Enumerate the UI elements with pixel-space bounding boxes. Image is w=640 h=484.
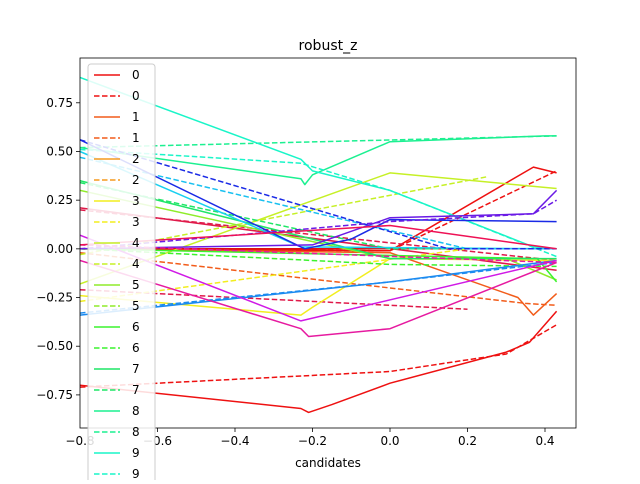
series-line-1	[80, 324, 557, 388]
y-tick-label: 0.00	[46, 242, 73, 256]
legend-label: 3	[132, 194, 140, 208]
legend-label: 1	[132, 110, 140, 124]
y-tick-label: −0.75	[36, 388, 73, 402]
legend-label: 5	[132, 299, 140, 313]
legend-label: 2	[132, 173, 140, 187]
legend-label: 6	[132, 341, 140, 355]
series-line-29	[80, 189, 558, 250]
legend-label: 9	[132, 467, 140, 480]
x-tick-label: 0.4	[535, 434, 554, 448]
series-line-17	[80, 179, 557, 260]
series-line-22	[80, 148, 557, 258]
y-axis: −0.75 −0.50 −0.25 0.00 0.25 0.50 0.75	[36, 96, 80, 402]
x-axis: −0.6 −0.4 −0.2 0.0 0.2 0.4−0.8	[65, 428, 555, 448]
legend-label: 9	[132, 446, 140, 460]
plot-frame	[79, 57, 577, 429]
legend-label: 2	[132, 152, 140, 166]
series-line-0	[80, 310, 558, 414]
legend-label: 1	[132, 131, 140, 145]
legend-label: 0	[132, 68, 140, 82]
x-tick-label: −0.2	[298, 434, 327, 448]
legend-label: 7	[132, 362, 140, 376]
legend-label: 8	[132, 404, 140, 418]
x-tick-label: 0.2	[458, 434, 477, 448]
series-line-27	[80, 139, 557, 250]
legend-label: 5	[132, 278, 140, 292]
series-line-32	[80, 259, 557, 338]
legend-label: 3	[132, 215, 140, 229]
series-line-33	[80, 244, 557, 264]
legend-box	[87, 63, 156, 484]
series-line-28	[80, 139, 557, 250]
legend-label: 6	[132, 320, 140, 334]
y-tick-label: −0.50	[36, 339, 73, 353]
series-line-16	[80, 248, 557, 268]
x-tick-label: −0.4	[220, 434, 249, 448]
series-line-4	[80, 248, 558, 316]
series-line-3	[80, 170, 557, 252]
legend-label: 8	[132, 425, 140, 439]
series-line-21	[80, 76, 557, 250]
chart-title: robust_z	[299, 38, 358, 54]
x-tick-label: −0.8	[65, 434, 94, 448]
legend-label: 4	[132, 236, 140, 250]
x-axis-label: candidates	[295, 456, 361, 470]
series-line-20	[80, 135, 557, 149]
series-line-24	[80, 156, 557, 250]
y-tick-label: 0.75	[46, 96, 73, 110]
y-tick-label: −0.25	[36, 291, 73, 305]
legend-label: 4	[132, 257, 140, 271]
x-tick-label: 0.0	[380, 434, 399, 448]
y-tick-label: 0.50	[46, 144, 73, 158]
series-line-5	[80, 251, 557, 307]
y-tick-label: 0.25	[46, 193, 73, 207]
legend: 0 0 1 1 2 2 3 3 4 4 5 5 6 6 7 7 8 8 9 9	[87, 63, 156, 484]
legend-label: 0	[132, 89, 140, 103]
legend-label: 7	[132, 383, 140, 397]
series-line-25	[80, 259, 557, 316]
series-line-34	[80, 224, 557, 250]
